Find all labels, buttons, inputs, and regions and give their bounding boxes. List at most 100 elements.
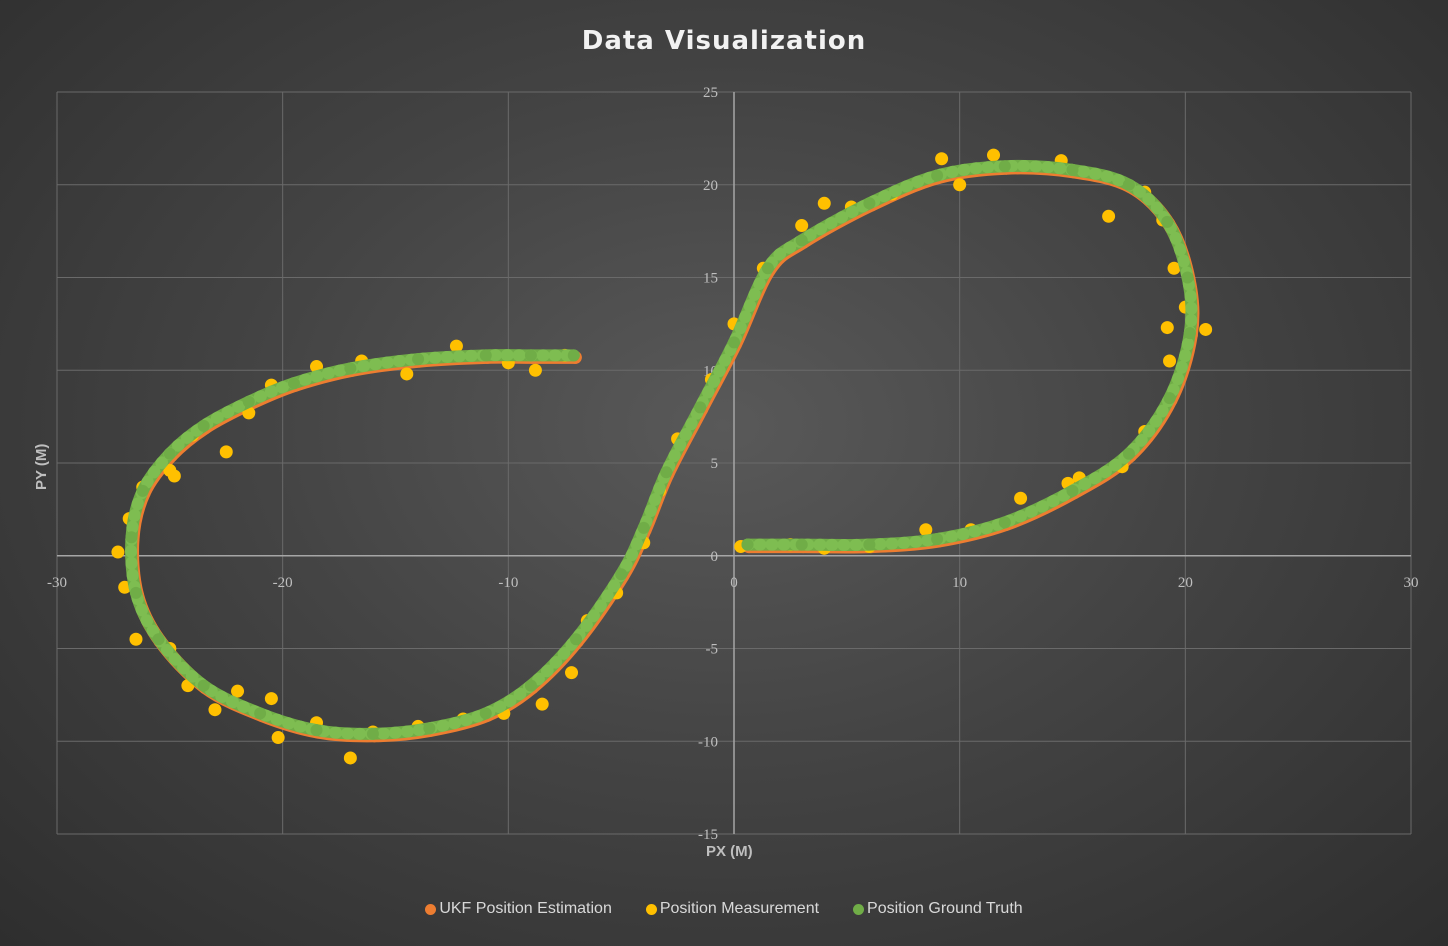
measurement-point: [129, 632, 143, 646]
ground-truth-point: [1183, 327, 1196, 340]
ground-truth-point: [242, 395, 255, 408]
y-tick-label: 5: [711, 456, 719, 472]
x-tick-label: 30: [1404, 575, 1419, 591]
measurement-point: [271, 731, 285, 745]
ground-truth-point: [795, 538, 808, 551]
ground-truth-point: [1122, 447, 1135, 460]
measurement-point: [400, 367, 414, 381]
series-ukf-estimation: [126, 161, 1200, 743]
ground-truth-point: [998, 160, 1011, 173]
y-axis-title: PY (M): [33, 444, 50, 490]
measurement-point: [264, 692, 278, 706]
y-tick-label: 15: [703, 271, 718, 287]
axis-layer: [57, 92, 1411, 834]
ground-truth-point: [152, 633, 165, 646]
x-tick-label: -20: [273, 575, 293, 591]
legend-item-ukf-estimation: UKF Position Estimation: [425, 900, 612, 918]
legend-item-measurement: Position Measurement: [645, 900, 820, 918]
measurement-point: [449, 339, 463, 353]
y-tick-label: -10: [698, 734, 718, 750]
measurement-point: [1167, 261, 1181, 275]
measurement-point: [565, 666, 579, 680]
ground-truth-point: [570, 633, 583, 646]
series-position-measurement: [111, 148, 1213, 765]
ukf-estimation-trace: [126, 161, 1200, 743]
ground-truth-point: [741, 538, 754, 551]
y-tick-label: 25: [703, 85, 718, 101]
x-axis-title: PX (M): [706, 843, 753, 860]
ground-truth-point: [254, 707, 267, 720]
legend-item-ground-truth: Position Ground Truth: [853, 900, 1023, 918]
ground-truth-point: [1161, 215, 1174, 228]
ground-truth-point: [163, 447, 176, 460]
measurement-point: [1160, 321, 1174, 335]
y-tick-label: -15: [698, 827, 718, 843]
measurement-point: [987, 148, 1001, 162]
ground-truth-point: [761, 262, 774, 275]
series-position-ground-truth: [125, 159, 1198, 740]
ground-truth-point: [795, 234, 808, 247]
ground-truth-point: [1122, 178, 1135, 191]
ground-truth-point: [524, 679, 537, 692]
legend-label-measurement: Position Measurement: [659, 900, 820, 917]
measurement-point: [167, 469, 181, 483]
measurement-point: [535, 697, 549, 711]
ground-truth-point: [479, 349, 492, 362]
measurement-point: [111, 545, 125, 559]
measurement-point: [817, 196, 831, 210]
legend-label-ground-truth: Position Ground Truth: [867, 900, 1023, 917]
ground-truth-point: [728, 336, 740, 349]
ground-truth-point: [479, 707, 492, 720]
x-tick-label: 10: [952, 575, 967, 591]
ground-truth-point: [1066, 484, 1079, 497]
ground-truth-point: [344, 362, 357, 375]
ground-truth-point: [694, 401, 707, 414]
ground-truth-point: [197, 419, 210, 432]
measurement-point: [231, 684, 245, 698]
measurement-point: [219, 445, 233, 459]
ground-truth-point: [998, 516, 1011, 529]
ground-truth-point: [129, 586, 142, 599]
ground-truth-point: [524, 349, 537, 362]
x-tick-label: 0: [730, 575, 738, 591]
legend-swatch-measurement: [645, 903, 657, 915]
legend-swatch-ground-truth: [853, 903, 865, 915]
ground-truth-point: [615, 568, 628, 581]
legend-label-ukf-estimation: UKF Position Estimation: [439, 900, 612, 917]
ground-truth-point: [125, 531, 138, 544]
measurement-point: [208, 703, 222, 717]
x-tick-label: 20: [1178, 575, 1193, 591]
measurement-point: [935, 152, 949, 166]
measurement-point: [1014, 491, 1028, 505]
chart-title: Data Visualization: [581, 26, 867, 56]
ground-truth-point: [1163, 392, 1176, 405]
ground-truth-point: [1066, 163, 1079, 176]
ground-truth-point: [637, 521, 650, 534]
ground-truth-point: [660, 466, 673, 479]
series-layer: [111, 148, 1213, 765]
measurement-point: [343, 751, 357, 765]
ground-truth-point: [931, 169, 944, 182]
ground-truth-point: [1181, 271, 1194, 284]
ground-truth-point: [567, 349, 580, 362]
ground-truth-point: [310, 724, 323, 737]
ground-truth-point: [136, 484, 149, 497]
ground-truth-point: [412, 353, 425, 366]
x-tick-label: -10: [498, 575, 518, 591]
ground-truth-point: [197, 679, 210, 692]
measurement-point: [528, 363, 542, 377]
y-tick-label: 20: [703, 178, 718, 194]
y-tick-label: -5: [706, 642, 719, 658]
measurement-point: [1199, 322, 1213, 336]
ground-truth-point: [931, 533, 944, 546]
legend: UKF Position Estimation Position Measure…: [0, 900, 1448, 918]
measurement-point: [1163, 354, 1177, 368]
ground-truth-point: [287, 377, 300, 390]
y-tick-label: 0: [711, 549, 719, 565]
measurement-point: [953, 178, 967, 192]
ground-truth-point: [423, 722, 436, 735]
ground-truth-point: [863, 538, 876, 551]
